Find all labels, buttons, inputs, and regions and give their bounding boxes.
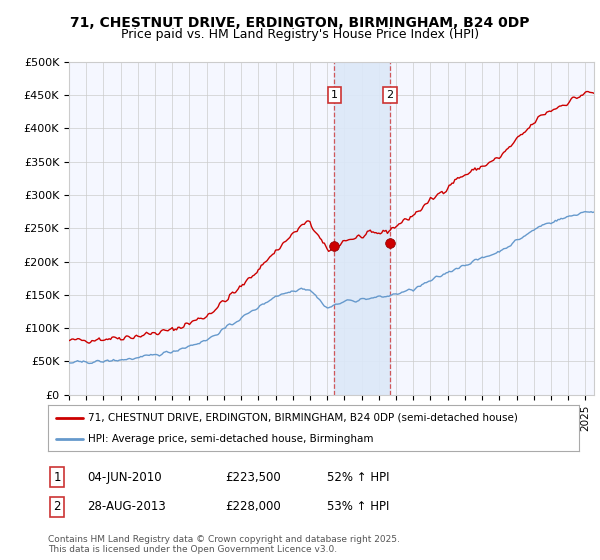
Text: 71, CHESTNUT DRIVE, ERDINGTON, BIRMINGHAM, B24 0DP: 71, CHESTNUT DRIVE, ERDINGTON, BIRMINGHA… [70, 16, 530, 30]
Text: 2: 2 [386, 90, 394, 100]
Text: £228,000: £228,000 [225, 500, 281, 514]
Text: 28-AUG-2013: 28-AUG-2013 [87, 500, 166, 514]
Text: 71, CHESTNUT DRIVE, ERDINGTON, BIRMINGHAM, B24 0DP (semi-detached house): 71, CHESTNUT DRIVE, ERDINGTON, BIRMINGHA… [88, 413, 518, 423]
Text: 53% ↑ HPI: 53% ↑ HPI [327, 500, 389, 514]
Text: HPI: Average price, semi-detached house, Birmingham: HPI: Average price, semi-detached house,… [88, 435, 373, 444]
Bar [334, 62, 390, 395]
Text: £223,500: £223,500 [225, 470, 281, 484]
Text: Contains HM Land Registry data © Crown copyright and database right 2025.
This d: Contains HM Land Registry data © Crown c… [48, 535, 400, 554]
Text: 52% ↑ HPI: 52% ↑ HPI [327, 470, 389, 484]
Text: 04-JUN-2010: 04-JUN-2010 [87, 470, 161, 484]
Text: Price paid vs. HM Land Registry's House Price Index (HPI): Price paid vs. HM Land Registry's House … [121, 28, 479, 41]
Text: 1: 1 [53, 470, 61, 484]
Text: 1: 1 [331, 90, 338, 100]
Text: 2: 2 [53, 500, 61, 514]
